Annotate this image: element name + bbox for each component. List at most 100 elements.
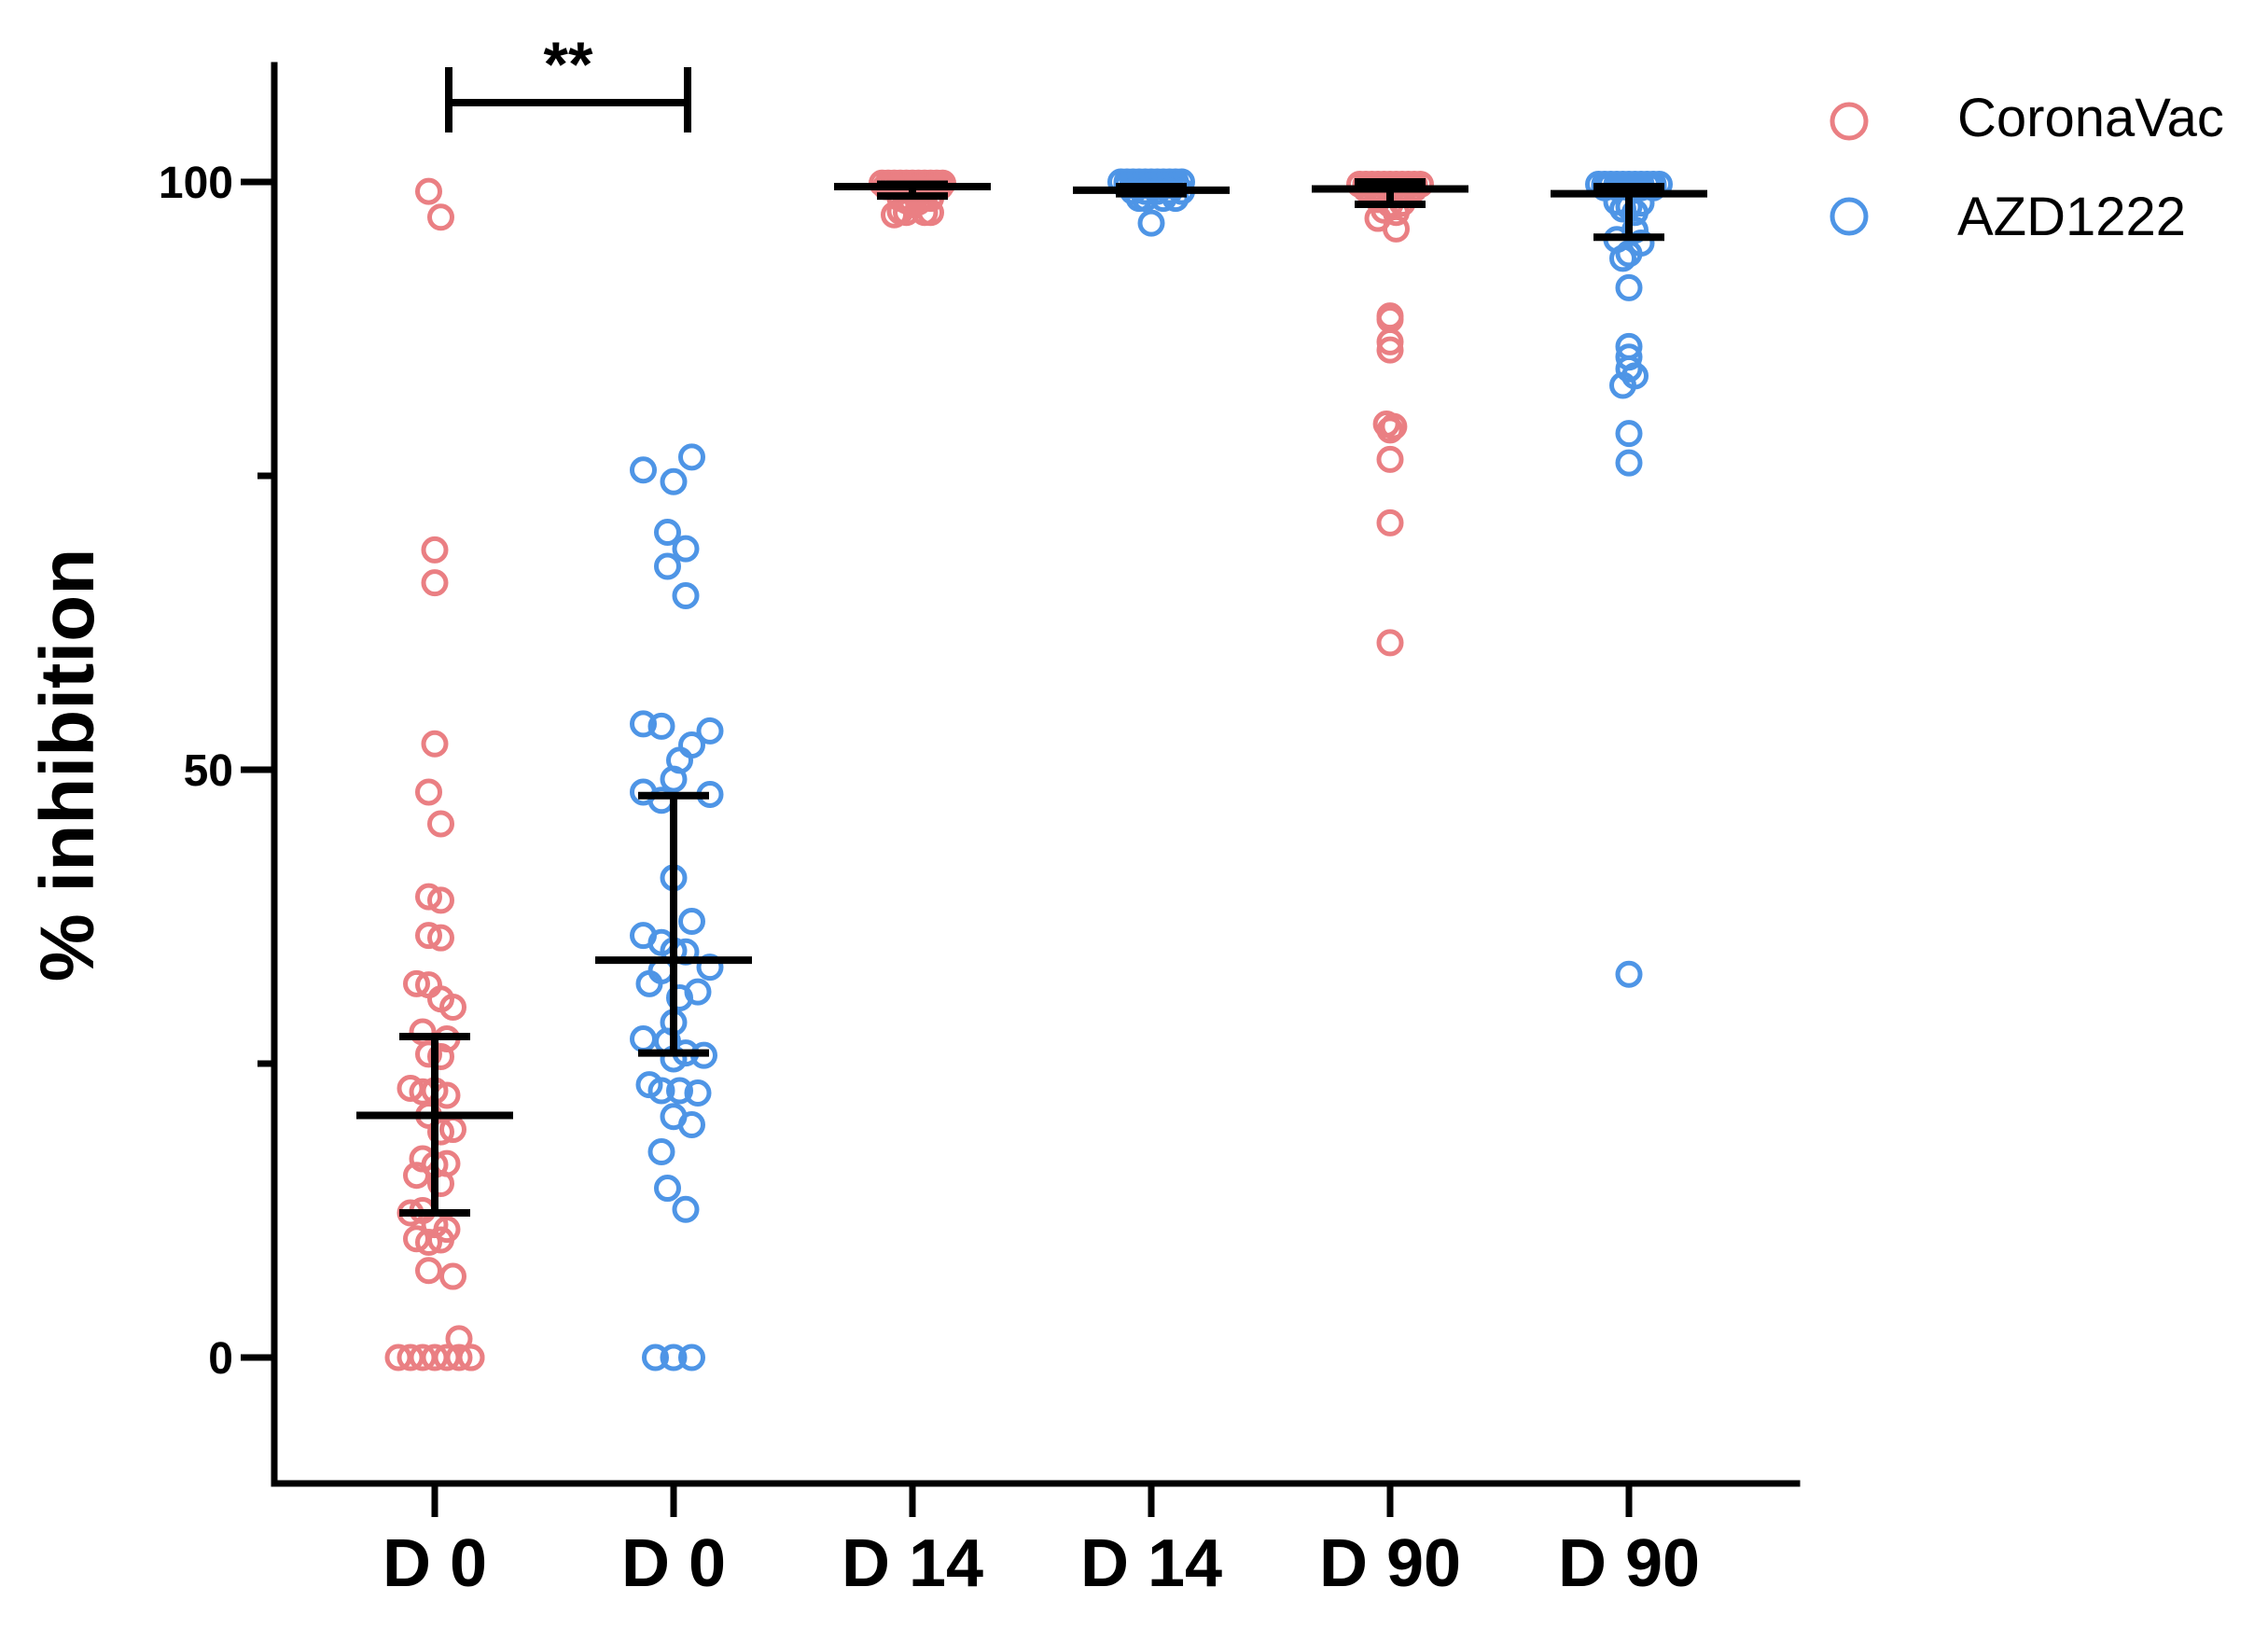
- axes: [271, 62, 1801, 1487]
- data-point: [672, 535, 700, 563]
- data-point: [1615, 273, 1643, 301]
- data-point: [647, 1138, 675, 1165]
- group-coronavac-0: [356, 177, 513, 1371]
- legend: CoronaVac AZD1222: [1830, 88, 2224, 247]
- group-azd1222-3: [1073, 168, 1230, 237]
- data-point: [1609, 195, 1636, 223]
- mean-error-bar: [356, 1033, 513, 1218]
- mean-error-bar: [1073, 183, 1230, 198]
- data-point: [439, 994, 466, 1022]
- data-point: [1621, 199, 1649, 227]
- mean-error-bar: [1551, 183, 1707, 242]
- data-point: [678, 1111, 705, 1139]
- data-point: [1615, 449, 1643, 477]
- data-point: [654, 518, 681, 546]
- data-point: [427, 1170, 454, 1198]
- data-point: [647, 712, 675, 740]
- data-point: [696, 954, 724, 982]
- x-tick-label: D 0: [621, 1526, 726, 1601]
- y-tick-label: 100: [159, 159, 233, 208]
- data-point: [421, 730, 449, 758]
- data-point: [696, 717, 724, 745]
- data-point: [654, 552, 681, 580]
- data-point: [672, 582, 700, 610]
- data-point: [1376, 327, 1404, 355]
- data-point: [1376, 445, 1404, 473]
- data-point: [635, 969, 663, 997]
- data-point: [678, 731, 705, 759]
- data-point: [678, 1344, 705, 1371]
- data-point: [630, 1025, 657, 1053]
- data-point: [647, 1077, 675, 1105]
- data-point: [427, 886, 454, 914]
- data-point: [403, 1162, 430, 1190]
- data-point: [660, 1344, 688, 1371]
- data-point: [1615, 355, 1643, 383]
- data-point: [678, 908, 705, 936]
- data-point: [881, 201, 908, 229]
- data-point: [1609, 371, 1636, 399]
- significance-bracket: **: [445, 29, 691, 132]
- plot-area: [356, 168, 1707, 1371]
- data-point: [1615, 960, 1643, 988]
- x-tick-label: D 14: [1080, 1526, 1222, 1601]
- data-point: [654, 1175, 681, 1203]
- x-tick-label: D 90: [1558, 1526, 1700, 1601]
- data-point: [666, 1077, 693, 1105]
- group-azd1222-5: [1551, 171, 1707, 988]
- data-point: [427, 1226, 454, 1254]
- data-point: [630, 456, 657, 484]
- data-point: [415, 177, 442, 205]
- mean-error-bar: [595, 791, 752, 1057]
- data-point: [427, 1118, 454, 1146]
- data-point: [415, 1229, 442, 1257]
- data-point: [427, 203, 454, 231]
- legend-marker-coronavac: [1830, 102, 1869, 141]
- data-point: [415, 1040, 442, 1068]
- x-tick-label: D 90: [1319, 1526, 1461, 1601]
- data-point: [1376, 336, 1404, 364]
- data-point: [1376, 629, 1404, 657]
- y-tick-label: 0: [208, 1334, 233, 1384]
- data-point: [684, 1079, 712, 1107]
- data-point: [439, 1262, 466, 1290]
- data-point: [630, 710, 657, 738]
- data-point: [1376, 508, 1404, 536]
- data-point: [445, 1344, 473, 1371]
- data-point: [666, 983, 693, 1011]
- x-ticks: D 0 D 0 D 14 D 14 D 90 D 90: [383, 1483, 1700, 1601]
- data-point: [678, 443, 705, 471]
- data-point: [415, 778, 442, 806]
- data-point: [672, 1195, 700, 1223]
- significance-label: **: [544, 29, 593, 100]
- data-point: [1137, 209, 1165, 237]
- legend-marker-azd1222: [1830, 197, 1869, 236]
- mean-error-bar: [1312, 178, 1468, 208]
- y-axis-label: % inhibition: [25, 549, 110, 982]
- data-point: [445, 1325, 473, 1353]
- group-coronavac-2: [834, 169, 991, 229]
- data-point: [642, 1344, 669, 1371]
- data-point: [421, 536, 449, 564]
- group-coronavac-4: [1312, 171, 1468, 657]
- data-point: [421, 569, 449, 597]
- data-point: [427, 1042, 454, 1070]
- data-point: [403, 969, 430, 997]
- data-point: [1609, 244, 1636, 272]
- data-point: [660, 467, 688, 495]
- data-point: [415, 922, 442, 950]
- group-azd1222-1: [595, 443, 752, 1371]
- y-tick-label: 50: [184, 746, 233, 796]
- legend-label-coronavac: CoronaVac: [1957, 88, 2224, 148]
- x-tick-label: D 0: [383, 1526, 487, 1601]
- data-point: [415, 883, 442, 911]
- data-point: [457, 1344, 485, 1371]
- data-point: [660, 765, 688, 793]
- data-point: [427, 924, 454, 952]
- data-point: [415, 1257, 442, 1285]
- data-point: [1383, 215, 1410, 243]
- data-point: [917, 199, 944, 227]
- x-tick-label: D 14: [842, 1526, 983, 1601]
- y-ticks: 0 50 100: [159, 159, 274, 1384]
